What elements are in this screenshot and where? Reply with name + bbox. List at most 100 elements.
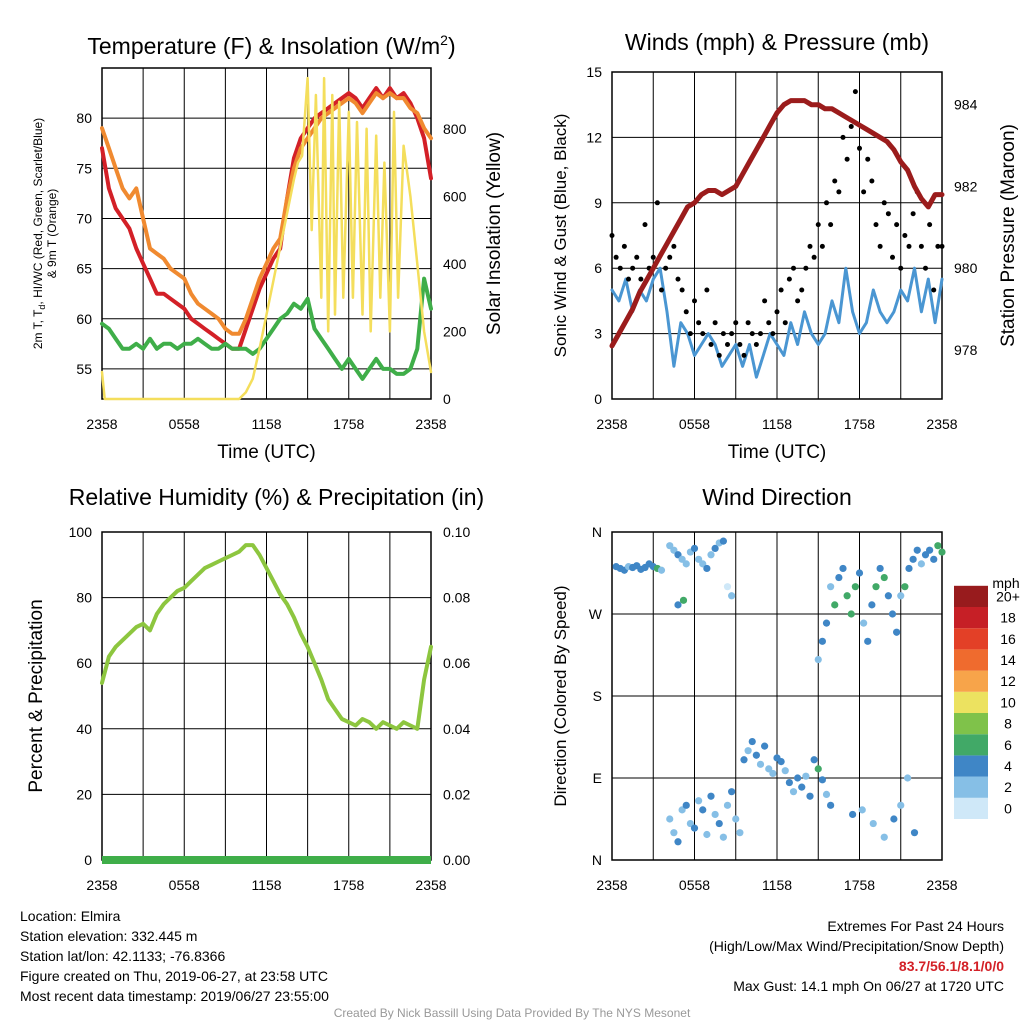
y2-axis-label: Solar Insolation (Yellow) (484, 132, 505, 335)
chart-title: Winds (mph) & Pressure (mb) (625, 29, 929, 55)
direction-point (926, 546, 934, 554)
direction-point (827, 801, 835, 809)
y2-tick-label: 0.04 (443, 721, 470, 737)
direction-point (719, 833, 727, 841)
direction-point (732, 815, 740, 823)
direction-point (893, 628, 901, 636)
gust-point (861, 189, 867, 195)
gust-point (696, 320, 702, 326)
gust-point (803, 265, 809, 271)
y-tick-label: N (592, 852, 602, 868)
direction-point (818, 776, 826, 784)
gust-point (885, 211, 891, 217)
legend-title: mph (992, 575, 1019, 591)
extremes-subtitle: (High/Low/Max Wind/Precipitation/Snow De… (709, 938, 1004, 954)
direction-point (752, 751, 760, 759)
direction-point (740, 756, 748, 764)
gust-point (832, 178, 838, 184)
legend-label: 12 (1000, 673, 1016, 689)
direction-point (711, 544, 719, 553)
y2-tick-label: 0.06 (443, 655, 470, 671)
chart-title: Wind Direction (702, 484, 852, 510)
gust-point (782, 320, 788, 326)
gust-point (617, 265, 623, 271)
direction-point (679, 596, 688, 604)
gust-point (894, 222, 900, 228)
y-tick-label: E (593, 770, 602, 786)
direction-point (909, 555, 917, 563)
gust-point (621, 243, 627, 249)
x-axis-label: Time (UTC) (217, 442, 316, 463)
x-tick-label: 2358 (596, 877, 627, 893)
gust-point (725, 342, 730, 347)
direction-point (666, 815, 674, 823)
gust-point (795, 298, 801, 304)
direction-point (711, 810, 719, 819)
gust-point (650, 254, 656, 260)
orange-series-line (100, 91, 433, 336)
max-gust-text: Max Gust: 14.1 mph On 06/27 at 1720 UTC (733, 978, 1004, 994)
gust-point (692, 298, 697, 304)
gust-point (799, 287, 805, 293)
y2-tick-label: 0.00 (443, 852, 470, 868)
direction-point (789, 788, 798, 796)
direction-point (938, 548, 946, 556)
gust-point (902, 233, 908, 238)
direction-point (695, 797, 703, 805)
gust-point (654, 200, 660, 206)
gust-point (675, 276, 681, 282)
gust-point (708, 342, 714, 347)
gust-point (927, 222, 933, 228)
gust-point (720, 331, 726, 337)
credit-text: Created By Nick Bassill Using Data Provi… (333, 1006, 691, 1020)
y2-tick-label: 980 (954, 260, 978, 276)
wind-speed-line (610, 266, 944, 379)
x-tick-label: 0558 (169, 416, 200, 432)
chart-title: Temperature (F) & Insolation (W/m2) (87, 32, 455, 59)
y-tick-label: 40 (76, 721, 92, 737)
direction-point (707, 792, 715, 800)
direction-point (814, 765, 822, 773)
gust-point (766, 320, 772, 326)
y-tick-label: 70 (76, 210, 92, 226)
legend-swatch (954, 607, 988, 629)
station-info: Location: Elmira Station elevation: 332.… (20, 906, 329, 1006)
direction-point (822, 790, 831, 799)
direction-point (876, 564, 884, 573)
legend-swatch (954, 797, 988, 819)
y2-tick-label: 0.08 (443, 590, 470, 606)
x-tick-label: 1758 (333, 416, 364, 432)
gust-point (815, 222, 821, 228)
x-axis-label: Time (UTC) (728, 442, 827, 463)
gust-point (642, 222, 648, 228)
x-tick-label: 1758 (333, 877, 364, 893)
direction-point (869, 819, 877, 828)
gust-point (770, 331, 776, 337)
x-tick-label: 1158 (762, 877, 792, 893)
y-tick-label: 60 (76, 655, 92, 671)
gust-point (786, 276, 792, 282)
direction-point (810, 756, 818, 764)
direction-point (802, 772, 810, 780)
direction-point (910, 829, 919, 837)
y-tick-label: 65 (76, 261, 92, 277)
direction-point (695, 555, 703, 563)
y-tick-label: 9 (594, 195, 602, 211)
elevation-text: Station elevation: 332.445 m (20, 928, 198, 944)
y-axis-label: Percent & Precipitation (26, 599, 47, 792)
direction-point (769, 769, 777, 778)
direction-point (703, 830, 711, 839)
y-tick-label: S (593, 688, 602, 704)
gust-point (811, 254, 817, 260)
x-tick-label: 1158 (251, 877, 281, 893)
direction-point (913, 546, 921, 554)
pressure-line (609, 98, 945, 349)
direction-point (917, 560, 925, 568)
direction-point (835, 573, 843, 582)
legend-label: 16 (1000, 631, 1016, 647)
gust-point (869, 178, 875, 184)
chart-title: Relative Humidity (%) & Precipitation (i… (69, 484, 484, 510)
x-tick-label: 0558 (169, 877, 200, 893)
direction-point (814, 655, 822, 664)
gust-point (819, 243, 825, 249)
